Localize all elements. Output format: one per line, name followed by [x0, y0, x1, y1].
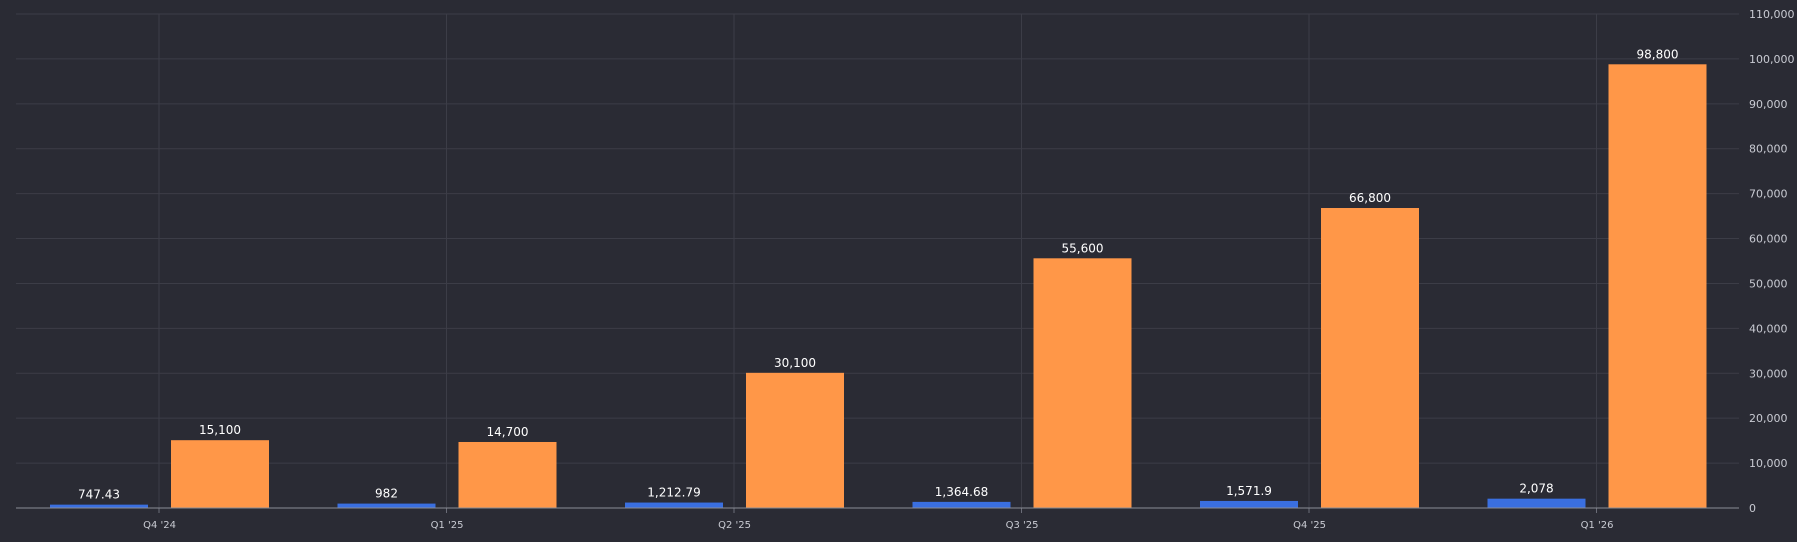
- data-label: 982: [375, 487, 398, 501]
- y-tick-label: 80,000: [1749, 143, 1788, 156]
- x-tick-label: Q1 '25: [431, 520, 464, 531]
- y-tick-label: 60,000: [1749, 233, 1788, 246]
- data-label: 55,600: [1062, 241, 1104, 255]
- y-tick-label: 0: [1749, 502, 1756, 515]
- y-tick-label: 90,000: [1749, 98, 1788, 111]
- bar-blue: [1200, 500, 1298, 508]
- data-label: 1,571.9: [1226, 484, 1272, 498]
- bar-orange: [1033, 258, 1132, 508]
- data-label: 98,800: [1637, 47, 1679, 61]
- y-tick-label: 110,000: [1749, 8, 1795, 21]
- data-label: 66,800: [1349, 191, 1391, 205]
- bar-blue: [1487, 498, 1586, 508]
- bar-orange: [171, 440, 269, 508]
- bar-orange: [458, 441, 557, 508]
- y-tick-label: 40,000: [1749, 322, 1788, 335]
- x-tick-label: Q4 '24: [143, 520, 176, 531]
- y-tick-label: 30,000: [1749, 367, 1788, 380]
- y-tick-label: 50,000: [1749, 277, 1788, 290]
- bar-blue: [337, 503, 436, 508]
- y-tick-label: 100,000: [1749, 53, 1795, 66]
- y-tick-label: 70,000: [1749, 188, 1788, 201]
- data-label: 2,078: [1519, 482, 1553, 496]
- bar-orange: [1321, 208, 1419, 509]
- bar-blue: [50, 504, 148, 508]
- data-label: 15,100: [199, 423, 241, 437]
- x-tick-label: Q1 '26: [1581, 520, 1614, 531]
- x-tick-label: Q3 '25: [1006, 520, 1039, 531]
- x-tick-label: Q2 '25: [718, 520, 751, 531]
- data-label: 747.43: [78, 488, 120, 502]
- bar-blue: [912, 501, 1011, 508]
- data-label: 1,364.68: [935, 485, 988, 499]
- y-tick-label: 10,000: [1749, 457, 1788, 470]
- data-label: 14,700: [487, 425, 529, 439]
- x-tick-label: Q4 '25: [1293, 520, 1326, 531]
- data-label: 1,212.79: [647, 486, 700, 500]
- data-label: 30,100: [774, 356, 816, 370]
- bar-blue: [625, 502, 723, 508]
- y-tick-label: 20,000: [1749, 412, 1788, 425]
- bar-orange: [1608, 64, 1707, 508]
- bar-orange: [746, 372, 844, 508]
